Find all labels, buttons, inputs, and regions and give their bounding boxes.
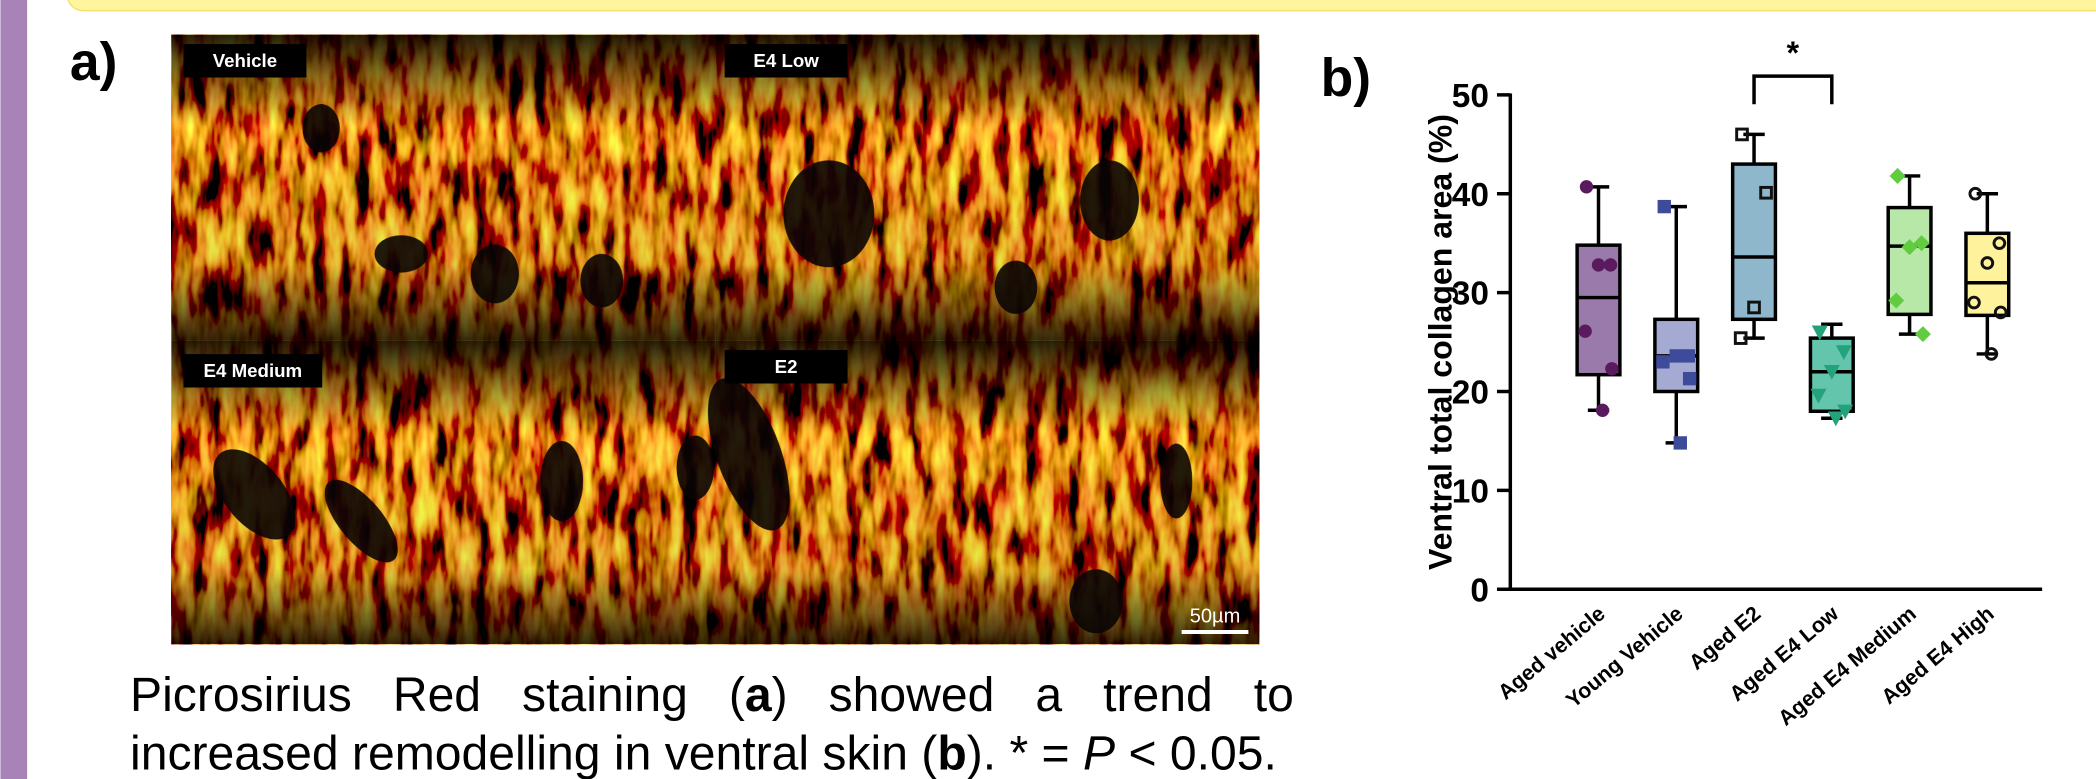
data-point	[1578, 325, 1591, 338]
caption-text: P	[1083, 727, 1115, 779]
image-label: E4 Medium	[204, 360, 303, 381]
significance-label: *	[1787, 35, 1800, 71]
caption-line: increased remodelling in ventral skin (b…	[130, 727, 1277, 779]
data-point	[1596, 404, 1609, 417]
box	[1966, 233, 2009, 315]
y-tick-label: 30	[1452, 276, 1489, 313]
data-point	[1674, 436, 1687, 449]
scale-bar-label: 50µm	[1190, 606, 1241, 628]
caption-text: b	[937, 727, 966, 779]
caption-text: increased remodelling in ventral skin (	[130, 727, 937, 779]
data-point	[1656, 355, 1669, 368]
image-label: E4 Low	[753, 50, 819, 71]
panel-label: a)	[70, 33, 118, 92]
poster-section: a) Vehicle E4 Low E4 Medium E2 50µm Picrosi…	[0, 0, 2096, 779]
data-point	[1658, 200, 1671, 213]
x-tick-label: Aged E4 Medium	[1774, 601, 1921, 730]
micrograph	[171, 35, 1259, 644]
data-point	[1683, 372, 1696, 385]
data-point	[1605, 362, 1618, 375]
page: {"panel_a":{"label":"a)","image_labels":…	[0, 0, 2096, 779]
caption-line: Picrosirius Red staining (a) showed a tr…	[130, 668, 1294, 722]
caption-text: Picrosirius Red staining (	[130, 668, 745, 722]
caption-text: ). * =	[967, 727, 1083, 779]
caption-text: a	[745, 668, 773, 722]
y-tick-label: 0	[1470, 572, 1489, 609]
top-band	[67, 0, 2096, 11]
caption-text: < 0.05.	[1115, 727, 1277, 779]
image-label: E2	[775, 356, 798, 377]
y-tick-label: 20	[1452, 375, 1489, 412]
data-point	[1580, 180, 1593, 193]
data-point	[1682, 349, 1695, 362]
significance-bracket	[1754, 76, 1832, 104]
data-point	[1890, 168, 1906, 184]
y-tick-label: 50	[1452, 78, 1489, 115]
side-strip	[0, 0, 27, 779]
y-tick-label: 40	[1452, 177, 1489, 214]
data-point	[1670, 349, 1683, 362]
data-point	[1915, 326, 1931, 342]
caption-text: ) showed a trend to	[772, 668, 1294, 722]
panel-label: b)	[1321, 49, 1371, 108]
y-tick-label: 10	[1452, 473, 1489, 510]
data-point	[1592, 258, 1605, 271]
image-label: Vehicle	[213, 50, 277, 71]
data-point	[1604, 258, 1617, 271]
